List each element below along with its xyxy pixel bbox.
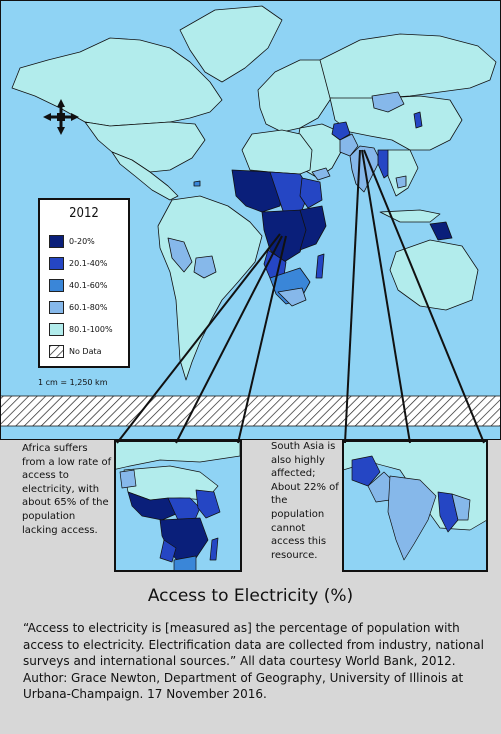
legend: 2012 0-20% 20.1-40% 40.1-60% 60.1-80% 80… <box>38 198 130 368</box>
legend-label: 40.1-60% <box>69 280 108 290</box>
asia <box>329 95 463 151</box>
cambodia <box>395 175 407 189</box>
south-asia-inset <box>342 440 488 572</box>
legend-label: 0-20% <box>69 236 95 246</box>
legend-swatch <box>49 322 64 336</box>
legend-item: 60.1-80% <box>49 300 107 314</box>
europe <box>257 59 339 133</box>
antarctica <box>0 395 501 427</box>
map-title: Access to Electricity (%) <box>147 586 354 606</box>
africa-note: Africa suffers from a low rate of access… <box>22 443 112 536</box>
madagascar <box>315 253 325 279</box>
africa-inset <box>114 440 242 572</box>
legend-swatch <box>49 234 64 248</box>
legend-swatch <box>49 300 64 314</box>
compass-rose-icon <box>42 98 80 140</box>
north-korea <box>413 111 423 129</box>
legend-swatch <box>49 256 64 270</box>
east-africa <box>299 205 327 251</box>
legend-item: 40.1-60% <box>49 278 107 292</box>
papua-new-guinea <box>429 221 453 241</box>
legend-item: No Data <box>49 344 102 358</box>
caption: “Access to electricity is [measured as] … <box>23 621 484 702</box>
legend-item: 0-20% <box>49 234 95 248</box>
mongolia <box>371 91 405 113</box>
legend-label: 80.1-100% <box>69 324 113 334</box>
afghanistan <box>331 121 351 141</box>
bolivia <box>193 255 217 279</box>
scale-bar-text: 1 cm = 1,250 km <box>38 378 108 387</box>
central-america <box>111 151 179 201</box>
peru <box>167 237 193 273</box>
ethiopia <box>299 177 323 209</box>
south-africa <box>277 287 307 307</box>
indonesia <box>379 209 441 223</box>
legend-swatch-hatch <box>49 344 64 358</box>
haiti <box>193 180 201 187</box>
australia <box>389 239 479 311</box>
legend-title: 2012 <box>69 206 99 221</box>
legend-item: 80.1-100% <box>49 322 113 336</box>
inset-connectors <box>116 149 485 444</box>
legend-item: 20.1-40% <box>49 256 107 270</box>
legend-label: 60.1-80% <box>69 302 108 312</box>
yemen <box>311 167 331 181</box>
pakistan <box>339 133 359 157</box>
southeast-asia <box>387 149 419 197</box>
legend-label: 20.1-40% <box>69 258 108 268</box>
greenland <box>179 5 283 83</box>
north-africa <box>241 129 313 175</box>
south-asia-note: South Asia is also highly affected; Abou… <box>271 441 339 561</box>
legend-label: No Data <box>69 346 102 356</box>
legend-swatch <box>49 278 64 292</box>
